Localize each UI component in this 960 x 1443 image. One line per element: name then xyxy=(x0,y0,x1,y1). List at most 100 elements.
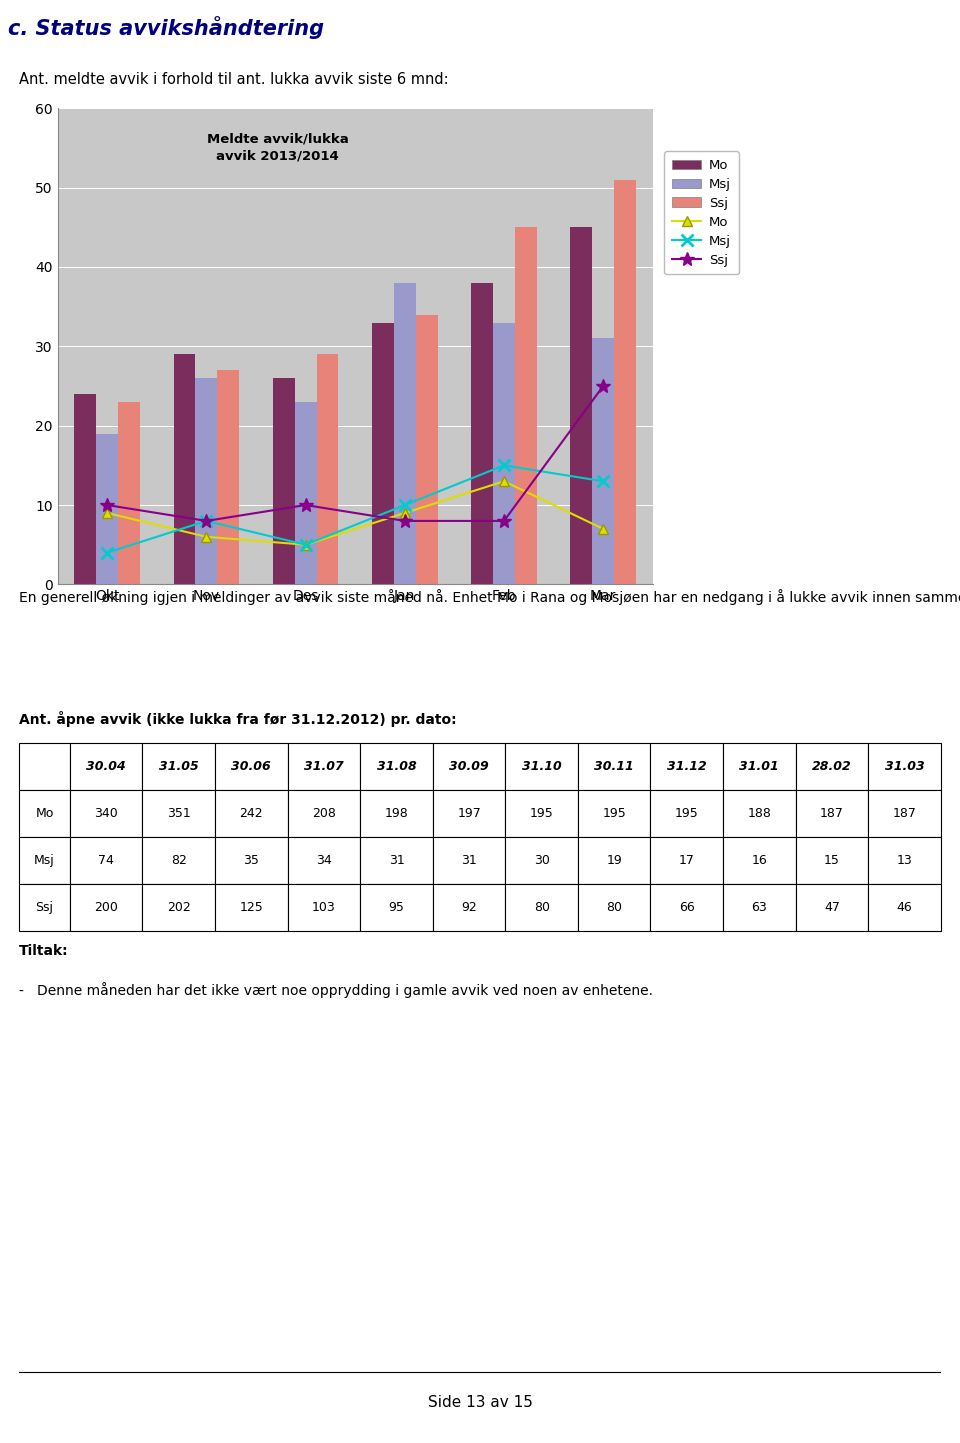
Bar xyxy=(215,743,288,791)
Bar xyxy=(796,791,868,837)
Text: 30.06: 30.06 xyxy=(231,760,272,773)
Text: Ssj: Ssj xyxy=(36,900,54,913)
Text: 34: 34 xyxy=(316,854,332,867)
Text: 28.02: 28.02 xyxy=(812,760,852,773)
Bar xyxy=(288,837,360,883)
Bar xyxy=(142,837,215,883)
Text: 95: 95 xyxy=(389,900,404,913)
Text: 92: 92 xyxy=(461,900,477,913)
Bar xyxy=(217,369,239,584)
Bar xyxy=(360,883,433,931)
Text: Side 13 av 15: Side 13 av 15 xyxy=(427,1395,533,1410)
Text: 17: 17 xyxy=(679,854,695,867)
Text: 82: 82 xyxy=(171,854,186,867)
Bar xyxy=(796,743,868,791)
Bar xyxy=(433,883,505,931)
Text: 30: 30 xyxy=(534,854,549,867)
Text: 31.08: 31.08 xyxy=(376,760,417,773)
Text: 46: 46 xyxy=(897,900,912,913)
Bar xyxy=(19,791,70,837)
Text: Tiltak:: Tiltak: xyxy=(19,944,69,958)
Text: Ant. meldte avvik i forhold til ant. lukka avvik siste 6 mnd:: Ant. meldte avvik i forhold til ant. luk… xyxy=(19,72,449,87)
Bar xyxy=(295,403,317,584)
Bar xyxy=(505,837,578,883)
Text: 208: 208 xyxy=(312,807,336,820)
Bar xyxy=(215,837,288,883)
Text: 198: 198 xyxy=(385,807,408,820)
Bar xyxy=(505,883,578,931)
Bar xyxy=(578,837,651,883)
Bar xyxy=(142,791,215,837)
Text: 31: 31 xyxy=(461,854,477,867)
Bar xyxy=(273,378,295,584)
Bar xyxy=(394,283,416,584)
Text: 195: 195 xyxy=(602,807,626,820)
Bar xyxy=(142,883,215,931)
Text: 15: 15 xyxy=(824,854,840,867)
Text: 63: 63 xyxy=(752,900,767,913)
Text: 19: 19 xyxy=(607,854,622,867)
Text: 242: 242 xyxy=(239,807,263,820)
Bar xyxy=(651,791,723,837)
Bar xyxy=(288,883,360,931)
Text: c. Status avvikshåndtering: c. Status avvikshåndtering xyxy=(8,16,324,39)
Bar xyxy=(868,837,941,883)
Bar xyxy=(651,743,723,791)
Bar xyxy=(96,433,118,584)
Text: 31.10: 31.10 xyxy=(521,760,562,773)
Text: 351: 351 xyxy=(167,807,191,820)
Bar xyxy=(174,354,196,584)
Bar xyxy=(215,791,288,837)
Bar xyxy=(19,883,70,931)
Text: 187: 187 xyxy=(820,807,844,820)
Text: 66: 66 xyxy=(679,900,695,913)
Text: 31.07: 31.07 xyxy=(304,760,344,773)
Text: 195: 195 xyxy=(530,807,554,820)
Bar xyxy=(19,743,70,791)
Bar xyxy=(75,394,96,584)
Bar xyxy=(360,743,433,791)
Bar xyxy=(651,837,723,883)
Bar xyxy=(578,883,651,931)
Bar xyxy=(578,743,651,791)
Text: -   Denne måneden har det ikke vært noe opprydding i gamle avvik ved noen av enh: - Denne måneden har det ikke vært noe op… xyxy=(19,981,653,997)
Text: 103: 103 xyxy=(312,900,336,913)
Text: 30.04: 30.04 xyxy=(86,760,126,773)
Text: 31.03: 31.03 xyxy=(884,760,924,773)
Bar xyxy=(70,883,142,931)
Text: 47: 47 xyxy=(824,900,840,913)
Bar xyxy=(19,837,70,883)
Bar xyxy=(505,791,578,837)
Bar xyxy=(614,179,636,584)
Text: 195: 195 xyxy=(675,807,699,820)
Bar xyxy=(515,227,537,584)
Bar xyxy=(433,837,505,883)
Bar xyxy=(723,743,796,791)
Bar xyxy=(471,283,493,584)
Bar xyxy=(360,837,433,883)
Text: Meldte avvik/lukka
avvik 2013/2014: Meldte avvik/lukka avvik 2013/2014 xyxy=(207,133,348,162)
Bar xyxy=(70,837,142,883)
Text: 35: 35 xyxy=(244,854,259,867)
Text: 31: 31 xyxy=(389,854,404,867)
Bar xyxy=(70,743,142,791)
Bar xyxy=(570,227,592,584)
Text: En generell økning igjen i meldinger av avvik siste måned nå. Enhet Mo i Rana og: En generell økning igjen i meldinger av … xyxy=(19,589,960,605)
Text: 188: 188 xyxy=(748,807,771,820)
Text: 340: 340 xyxy=(94,807,118,820)
Bar xyxy=(372,322,394,584)
Text: Msj: Msj xyxy=(35,854,55,867)
Text: Ant. åpne avvik (ikke lukka fra før 31.12.2012) pr. dato:: Ant. åpne avvik (ikke lukka fra før 31.1… xyxy=(19,710,457,727)
Bar xyxy=(723,791,796,837)
Bar xyxy=(493,322,515,584)
Bar xyxy=(433,791,505,837)
Bar xyxy=(592,338,614,584)
Bar xyxy=(416,315,438,584)
Bar xyxy=(796,837,868,883)
Bar xyxy=(868,791,941,837)
Bar xyxy=(118,403,140,584)
Bar xyxy=(215,883,288,931)
Bar xyxy=(868,883,941,931)
Text: 125: 125 xyxy=(239,900,263,913)
Bar xyxy=(70,791,142,837)
